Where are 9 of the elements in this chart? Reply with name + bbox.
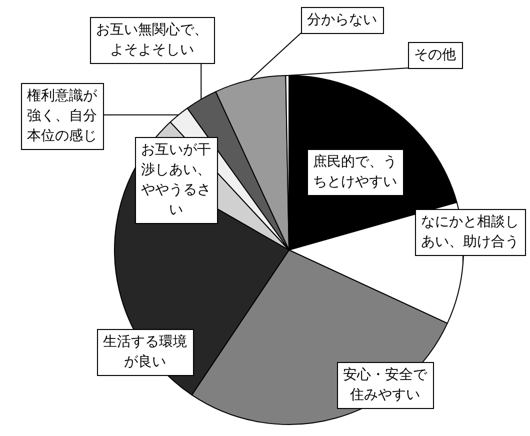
slice-label: 安心・安全で住みやすい [343, 366, 428, 402]
slice-label: 生活する環境が良い [103, 332, 187, 369]
slice-label: 権利意識が強く、自分本位の感じ [27, 86, 98, 143]
slice-label: 分からない [307, 10, 377, 27]
slice-label: その他 [414, 46, 456, 62]
slice-label: お互いが干渉しあい、ややうるさい [141, 140, 211, 217]
slice-label: 庶民的で、うちとけやすい [313, 152, 397, 189]
slice-label: お互い無関心で、よそよそしい [96, 20, 208, 57]
slice-label: なにかと相談しあい、助け合う [421, 212, 519, 249]
